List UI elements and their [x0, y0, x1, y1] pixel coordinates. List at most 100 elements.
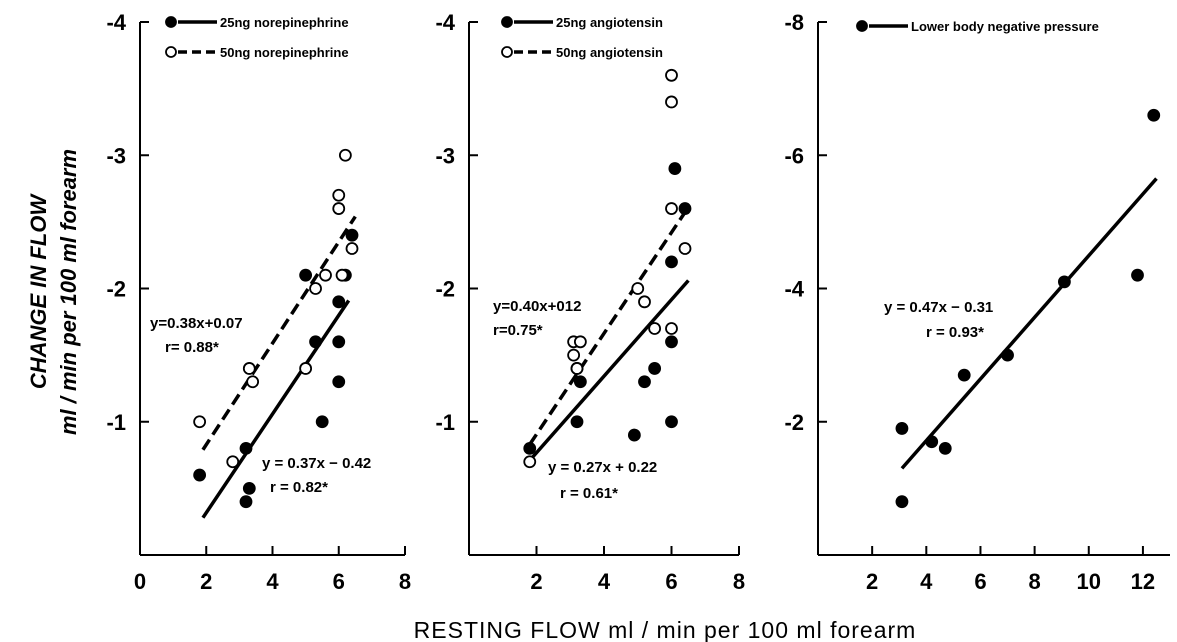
x-tick-label: 4 — [920, 569, 933, 594]
correlation-label: r = 0.93* — [926, 324, 984, 341]
filled-data-point — [332, 375, 346, 389]
y-tick-label: -4 — [784, 277, 804, 302]
x-tick-label: 8 — [1028, 569, 1040, 594]
legend-marker — [165, 16, 177, 28]
filled-data-point — [299, 268, 313, 282]
open-data-point — [332, 202, 346, 215]
filled-data-point — [957, 368, 971, 382]
y-tick-label: -6 — [784, 143, 804, 168]
legend-label: 25ng norepinephrine — [220, 15, 349, 30]
filled-data-point — [627, 428, 641, 442]
panel-left: 0 2 4 6 8 -1 -2 -3 -4 25ng norepinephrine y = 0.37… — [106, 10, 411, 594]
filled-data-point — [665, 255, 678, 269]
filled-data-point — [1001, 348, 1014, 362]
legend-label: 25ng angiotensin — [556, 15, 663, 30]
filled-data-point — [668, 162, 682, 175]
y-tick-label: -2 — [784, 410, 804, 435]
open-data-point — [226, 455, 240, 469]
y-tick-label: -1 — [435, 410, 455, 435]
filled-data-point — [1147, 108, 1161, 122]
filled-data-point — [332, 295, 346, 309]
legend-marker — [856, 20, 868, 32]
x-tick-label: 4 — [266, 569, 279, 594]
x-tick-label: 10 — [1077, 569, 1101, 594]
legend-marker — [165, 46, 177, 58]
filled-data-point — [1131, 268, 1144, 282]
open-data-point — [242, 362, 256, 375]
x-tick-label: 8 — [733, 569, 745, 594]
correlation-label: r= 0.88* — [165, 339, 219, 356]
filled-data-point — [239, 441, 253, 455]
open-data-point — [678, 242, 692, 255]
x-tick-label: 2 — [866, 569, 878, 594]
legend-label: 50ng angiotensin — [556, 45, 663, 60]
regression-equation: y=0.40x+012 — [493, 298, 581, 315]
x-tick-label: 2 — [200, 569, 212, 594]
open-data-point — [309, 282, 322, 295]
open-data-point — [638, 295, 651, 309]
filled-data-point — [1058, 275, 1071, 289]
regression-equation: y=0.38x+0.07 — [150, 315, 243, 332]
open-data-point — [523, 455, 537, 469]
x-tick-label: 6 — [974, 569, 986, 594]
x-tick-label: 6 — [333, 569, 345, 594]
open-data-point — [665, 95, 678, 109]
regression-equation: y = 0.37x − 0.42 — [262, 455, 371, 472]
open-data-point — [246, 375, 260, 389]
legend-marker — [501, 46, 513, 58]
x-tick-label: 2 — [530, 569, 542, 594]
x-tick-label: 8 — [399, 569, 411, 594]
y-tick-label: -3 — [435, 143, 455, 168]
open-data-point — [338, 148, 352, 162]
y-tick-label: -4 — [106, 10, 126, 35]
open-data-point — [332, 188, 346, 202]
open-data-point — [567, 348, 581, 362]
fit-line-dashed — [528, 206, 690, 446]
filled-data-point — [925, 435, 939, 449]
filled-data-point — [895, 422, 909, 435]
filled-data-point — [239, 495, 253, 509]
filled-data-point — [193, 468, 207, 482]
correlation-label: r=0.75* — [493, 322, 543, 339]
filled-data-point — [648, 362, 662, 375]
correlation-label: r = 0.82* — [270, 479, 328, 496]
x-axis-title: RESTING FLOW ml / min per 100 ml forearm — [414, 617, 917, 642]
filled-data-point — [895, 495, 909, 509]
correlation-label: r = 0.61* — [560, 485, 618, 502]
fit-line-solid — [201, 299, 351, 519]
filled-data-point — [242, 481, 256, 495]
legend-label: 50ng norepinephrine — [220, 45, 349, 60]
y-tick-label: -2 — [435, 277, 455, 302]
panel-right: 2 4 6 8 10 12 -2 -4 -6 -8 Lower body negative pres… — [784, 10, 1170, 594]
filled-data-point — [638, 375, 651, 389]
legend-label: Lower body negative pressure — [911, 19, 1099, 34]
open-data-point — [193, 415, 207, 429]
open-data-point — [319, 268, 332, 282]
regression-equation: y = 0.27x + 0.22 — [548, 459, 657, 476]
filled-data-point — [523, 441, 537, 455]
open-data-point — [299, 362, 313, 375]
filled-data-point — [573, 375, 587, 389]
y-axis-title-line2: ml / min per 100 ml forearm — [56, 149, 81, 435]
filled-data-point — [332, 335, 346, 349]
y-tick-label: -2 — [106, 277, 126, 302]
filled-data-point — [345, 228, 359, 242]
y-tick-label: -1 — [106, 410, 126, 435]
open-data-point — [665, 202, 678, 215]
x-tick-label: 12 — [1131, 569, 1155, 594]
filled-data-point — [938, 441, 952, 455]
fit-line-solid — [900, 177, 1158, 470]
filled-data-point — [665, 335, 678, 349]
filled-data-point — [665, 415, 678, 429]
open-data-point — [345, 242, 359, 255]
open-data-point — [665, 68, 678, 82]
x-tick-label: 6 — [665, 569, 677, 594]
open-data-point — [631, 282, 645, 295]
y-tick-label: -4 — [435, 10, 455, 35]
open-data-point — [573, 335, 587, 349]
panel-middle: 2 4 6 8 -1 -2 -3 -4 25ng angiotensin y = 0.27x + … — [435, 10, 745, 594]
open-data-point — [570, 362, 584, 375]
x-tick-label: 4 — [598, 569, 611, 594]
open-data-point — [665, 322, 678, 335]
